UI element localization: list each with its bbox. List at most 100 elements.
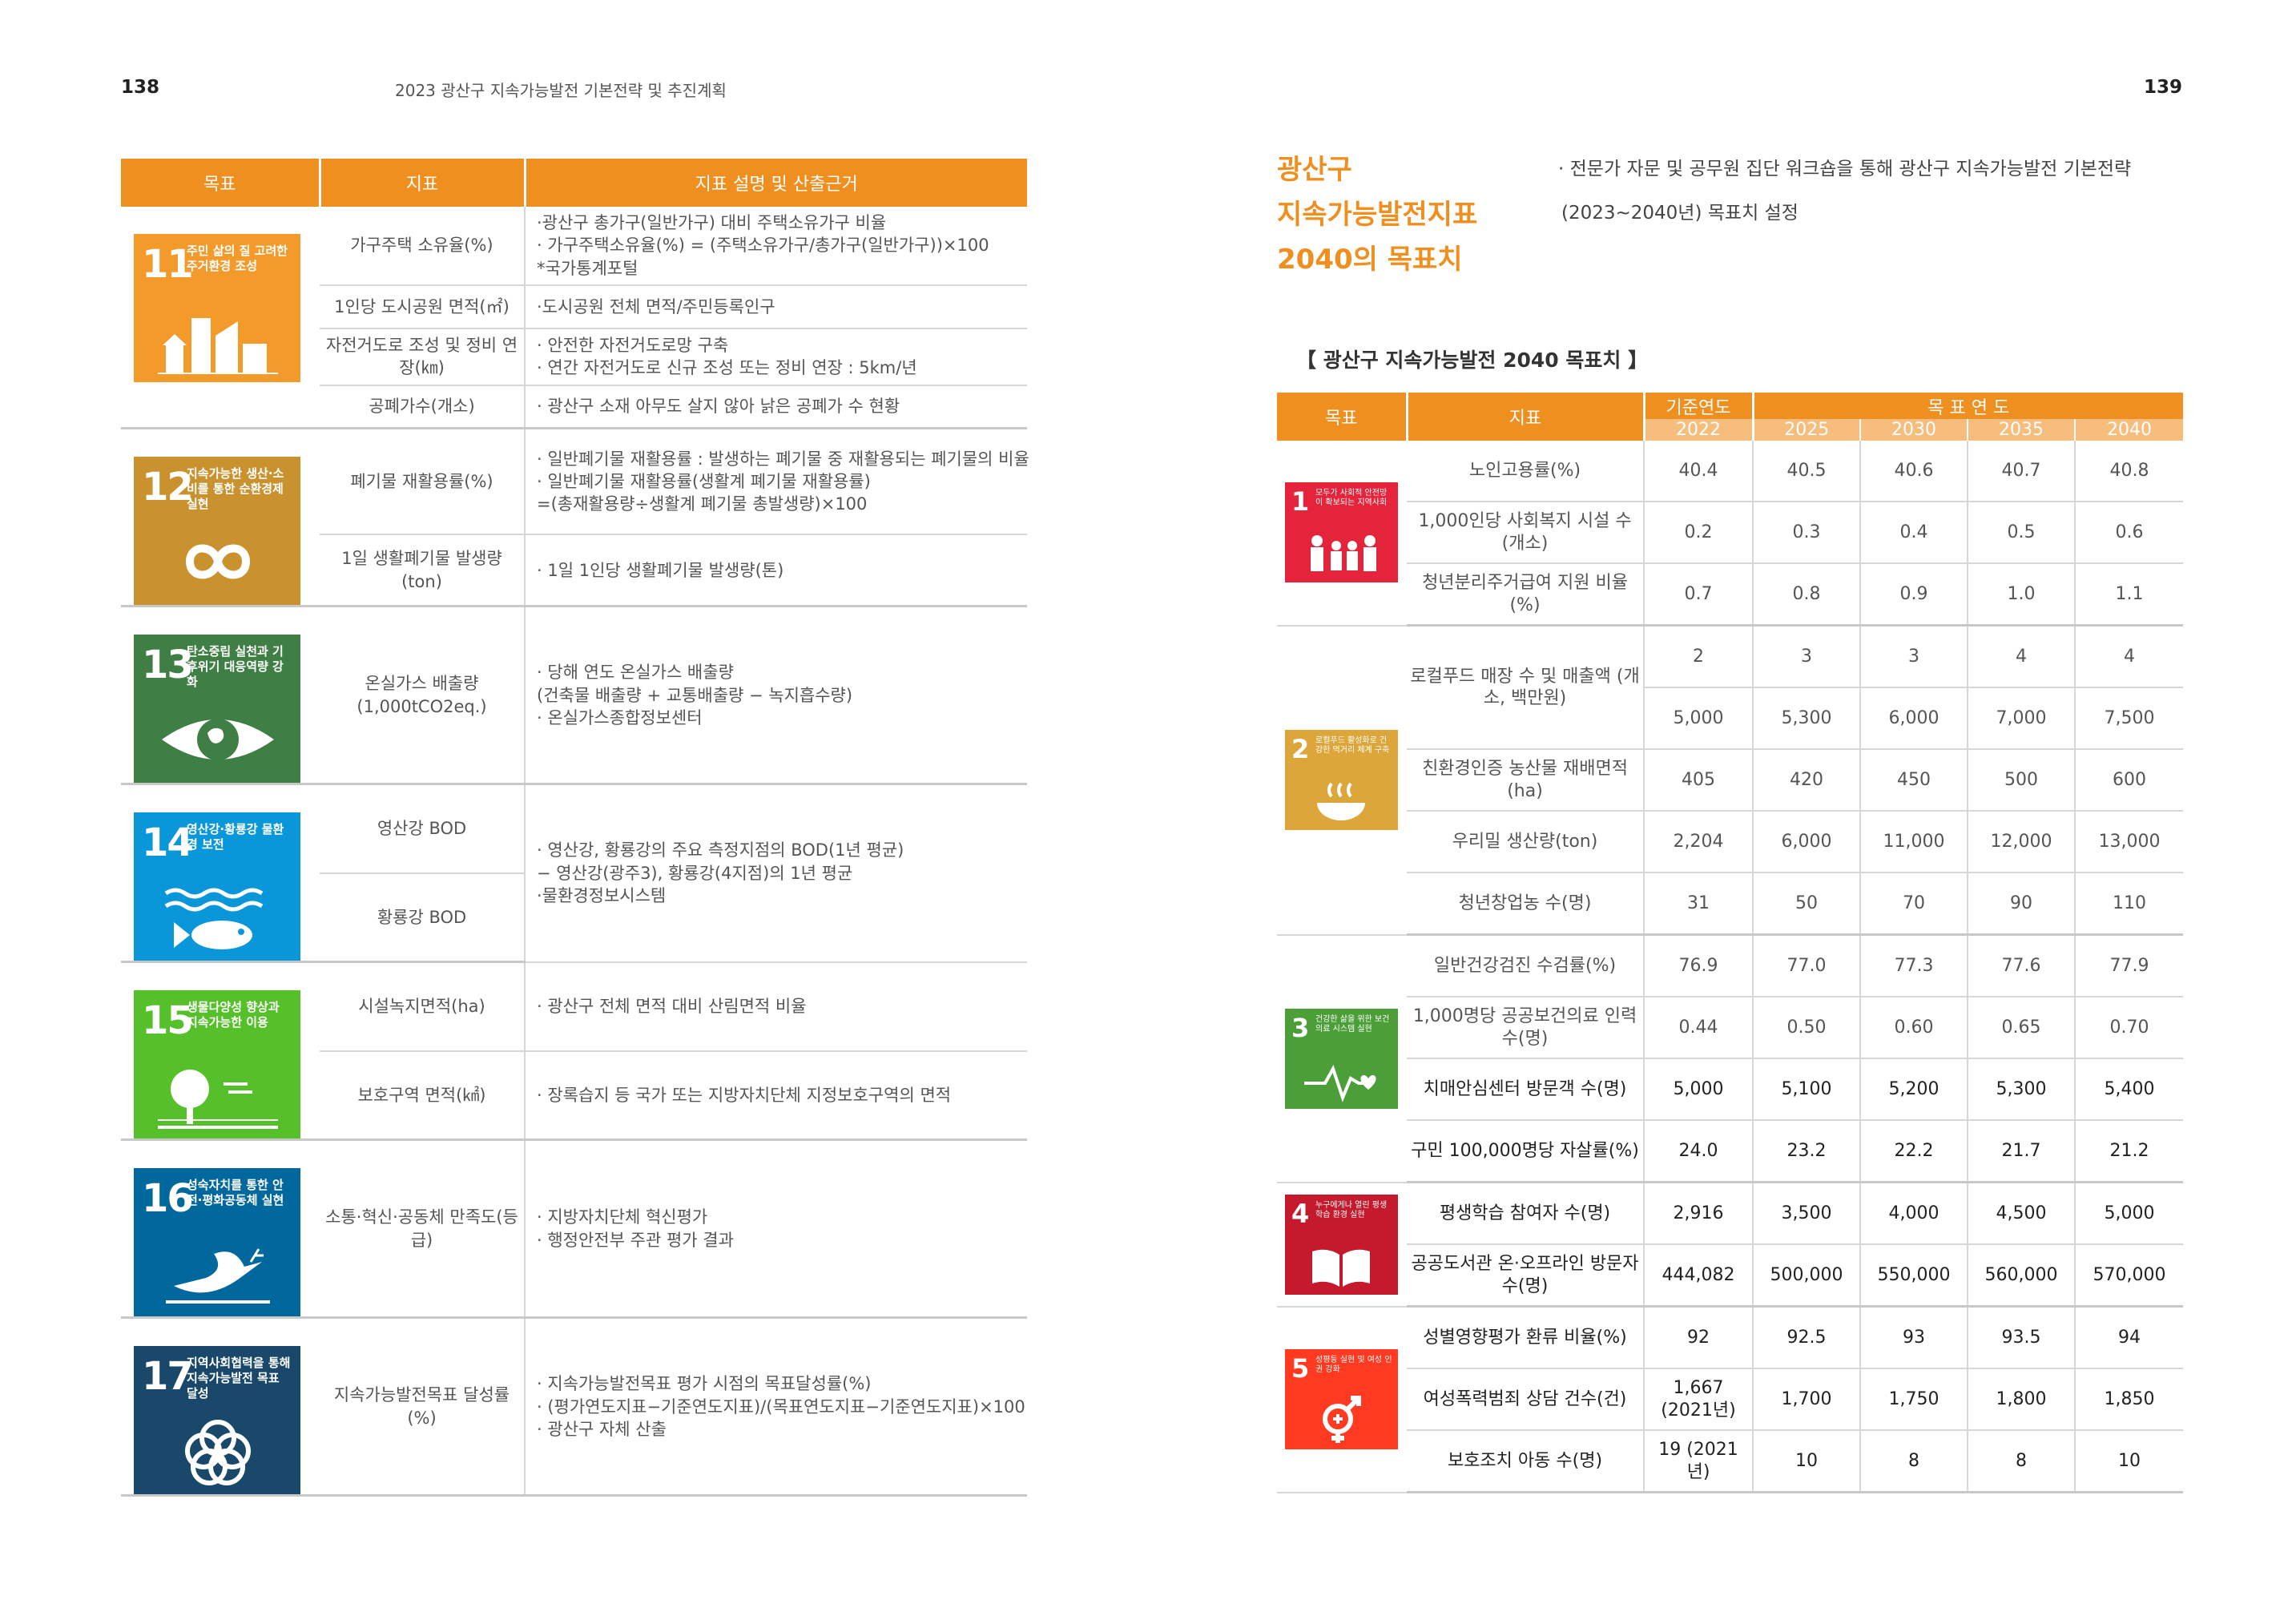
indicator-cell: 1,000인당 사회복지 시설 수(개소) — [1407, 502, 1645, 564]
indicator-cell: 치매안심센터 방문객 수(명) — [1407, 1058, 1645, 1121]
goal-cell: 5 성평등 실현 및 여성 인권 강화 — [1277, 1306, 1407, 1493]
value-cell: 40.7 — [1968, 441, 2076, 502]
value-cell: 3,500 — [1753, 1182, 1861, 1245]
value-cell: 1,850 — [2075, 1368, 2184, 1431]
value-cell: 0.70 — [2075, 997, 2184, 1059]
description-line: =(총재활용량÷생활계 폐기물 총발생량)×100 — [537, 494, 868, 514]
header-indicator: 지표 — [320, 159, 526, 207]
description-line: · 1일 1인당 생활폐기물 발생량(톤) — [537, 560, 784, 580]
description-cell: · 지방자치단체 혁신평가 · 행정안전부 주관 평가 결과 — [525, 1139, 1027, 1320]
value-cell: 21.2 — [2075, 1120, 2184, 1183]
value-cell: 12,000 — [1968, 811, 2076, 873]
value-cell: 420 — [1753, 749, 1861, 812]
heartbeat-icon — [1304, 1064, 1376, 1102]
value-cell: 4,500 — [1968, 1182, 2076, 1245]
indicator-cell: 청년창업농 수(명) — [1407, 872, 1645, 936]
table-row: 2 로컬푸드 활성화로 건강한 먹거리 체계 구축 로컬푸드 매장 수 및 매출액 … — [1277, 625, 2184, 936]
value-cell: 5,200 — [1860, 1058, 1968, 1121]
indicator-cell: 지속가능발전목표 달성률(%) — [320, 1317, 526, 1497]
value-cell: 0.60 — [1860, 997, 1968, 1059]
value-cell: 110 — [2075, 872, 2184, 936]
table-row: 황룡강 BOD — [121, 872, 1027, 964]
value-cell: 90 — [1968, 872, 2076, 936]
year-label: 2022 — [1644, 419, 1754, 441]
description-line: · 지속가능발전목표 평가 시점의 목표달성률(%) — [537, 1374, 872, 1394]
description-line: · 지방자치단체 혁신평가 — [537, 1207, 708, 1227]
value-cell: 0.6 — [2075, 502, 2184, 564]
value-cell: 7,000 — [1968, 687, 2076, 750]
header-base-year: 기준연도 — [1644, 393, 1754, 419]
value-cell: 24.0 — [1644, 1120, 1754, 1183]
bowl-icon — [1317, 782, 1365, 820]
flower-icon — [185, 1420, 251, 1486]
description-cell: · 광산구 전체 면적 대비 산림면적 비율 — [525, 961, 1027, 1052]
indicator-cell: 영산강 BOD — [320, 784, 526, 874]
sdg-goal-2-badge: 2 로컬푸드 활성화로 건강한 먹거리 체계 구축 — [1285, 730, 1398, 830]
year-label: 2030 — [1860, 419, 1968, 441]
value-cell: 1,667 (2021년) — [1644, 1368, 1754, 1431]
indicator-cell: 공폐가수(개소) — [320, 385, 526, 430]
goal-cell: 4 누구에게나 열린 평생학습 환경 실현 — [1277, 1182, 1407, 1308]
indicator-cell: 구민 100,000명당 자살률(%) — [1407, 1120, 1645, 1183]
goal-cell: 3 건강한 삶을 위한 보건의료 시스템 실현 — [1277, 934, 1407, 1183]
goal-title: 누구에게나 열린 평생학습 환경 실현 — [1315, 1200, 1388, 1219]
goal-cell: 11 주민 삶의 질 고려한 주거환경 조성 — [121, 207, 320, 430]
value-cell: 570,000 — [2075, 1244, 2184, 1308]
header-description: 지표 설명 및 산출근거 — [525, 159, 1027, 207]
value-cell: 0.4 — [1860, 502, 1968, 564]
sdg-goal-1-badge: 1 모두가 사회적 안전망이 확보되는 지역사회 — [1285, 482, 1398, 583]
value-cell: 22.2 — [1860, 1120, 1968, 1183]
table-row: 12 지속가능한 생산·소비를 통한 순환경제 실현 폐기물 재활용률(%) · 일반… — [121, 428, 1029, 608]
table-row: 1,000명당 공공보건의료 인력 수(명) 0.44 0.50 0.60 0.65 0.… — [1277, 997, 2184, 1059]
table-row: 1인당 도시공원 면적(㎡) ·도시공원 전체 면적/주민등록인구 — [121, 285, 1027, 330]
value-cell: 8 — [1968, 1430, 2076, 1493]
goal-title: 성숙자치를 통한 안전·평화공동체 실현 — [187, 1178, 284, 1207]
table-row: 여성폭력범죄 상담 건수(건) 1,667 (2021년) 1,700 1,750 1,… — [1277, 1368, 2184, 1431]
value-cell: 40.8 — [2075, 441, 2184, 502]
value-cell: 31 — [1644, 872, 1754, 936]
value-cell: 500 — [1968, 749, 2076, 812]
indicator-cell: 친환경인증 농산물 재배면적(ha) — [1407, 749, 1645, 812]
goal-title: 생물다양성 향상과 지속가능한 이용 — [187, 1000, 280, 1030]
description-cell: ·광산구 총가구(일반가구) 대비 주택소유가구 비율 · 가구주택소유율(%) … — [525, 207, 1027, 287]
table-row: 3 건강한 삶을 위한 보건의료 시스템 실현 일반건강검진 수검률(%) 76.9 7… — [1277, 934, 2184, 1183]
gender-icon — [1323, 1396, 1361, 1443]
table-row: 자전거도로 조성 및 정비 연장(㎞) · 안전한 자전거도로망 구축 · 연간 자… — [121, 328, 1027, 386]
sdg-goal-5-badge: 5 성평등 실현 및 여성 인권 강화 — [1285, 1349, 1398, 1449]
indicator-cell: 청년분리주거급여 지원 비율(%) — [1407, 563, 1645, 627]
value-cell: 77.9 — [2075, 934, 2184, 997]
dove-icon — [166, 1248, 270, 1304]
goal-title: 로컬푸드 활성화로 건강한 먹거리 체계 구축 — [1315, 736, 1390, 755]
description-line: · 광산구 전체 면적 대비 산림면적 비율 — [537, 997, 807, 1017]
value-cell: 40.4 — [1644, 441, 1754, 502]
indicator-cell: 소통·혁신·공동체 만족도(등급) — [320, 1139, 526, 1320]
goal-title: 탄소중립 실천과 기후위기 대응역량 강화 — [187, 644, 284, 689]
description-line: (건축물 배출량 + 교통배출량 − 녹지흡수량) — [537, 685, 853, 705]
description-cell: · 일반폐기물 재활용률 : 발생하는 폐기물 중 재활용되는 폐기물의 비율 ·… — [525, 428, 1029, 536]
description-cell: · 광산구 소재 아무도 살지 않아 낡은 공폐가 수 현황 — [525, 385, 1027, 430]
sdg-goal-16-badge: 16 성숙자치를 통한 안전·평화공동체 실현 — [134, 1168, 300, 1317]
goal-number: 15 — [142, 998, 194, 1044]
value-cell: 6,000 — [1753, 811, 1861, 873]
table-row: 구민 100,000명당 자살률(%) 24.0 23.2 22.2 21.7 21.2 — [1277, 1120, 2184, 1183]
description-line: · 당해 연도 온실가스 배출량 — [537, 663, 734, 683]
section-note: · 전문가 자문 및 공무원 집단 워크숍을 통해 광산구 지속가능발전 기본전… — [1558, 147, 2131, 236]
table-row: 우리밀 생산량(ton) 2,204 6,000 11,000 12,000 13,000 — [1277, 811, 2184, 873]
value-cell: 40.5 — [1753, 441, 1861, 502]
value-cell: 1,750 — [1860, 1368, 1968, 1431]
indicator-cell: 보호구역 면적(㎢) — [320, 1050, 526, 1142]
value-cell: 5,100 — [1753, 1058, 1861, 1121]
goal-cell: 1 모두가 사회적 안전망이 확보되는 지역사회 — [1277, 441, 1407, 627]
goal-title: 모두가 사회적 안전망이 확보되는 지역사회 — [1315, 489, 1388, 508]
indicator-cell: 공공도서관 온·오프라인 방문자 수(명) — [1407, 1244, 1645, 1308]
year-label: 2025 — [1753, 419, 1861, 441]
value-cell: 0.65 — [1968, 997, 2076, 1059]
table-row: 16 성숙자치를 통한 안전·평화공동체 실현 소통·혁신·공동체 만족도(등급) ·… — [121, 1139, 1027, 1320]
table-row: 1일 생활폐기물 발생량(ton) · 1일 1인당 생활폐기물 발생량(톤) — [121, 534, 1027, 608]
indicator-cell: 온실가스 배출량(1,000tCO2eq.) — [320, 606, 526, 786]
value-cell: 77.0 — [1753, 934, 1861, 997]
table-row: 친환경인증 농산물 재배면적(ha) 405 420 450 500 600 — [1277, 749, 2184, 812]
description-line: · 장록습지 등 국가 또는 지방자치단체 지정보호구역의 면적 — [537, 1085, 952, 1105]
table-title: 【 광산구 지속가능발전 2040 목표치 】 — [1296, 349, 1649, 372]
value-cell: 1,800 — [1968, 1368, 2076, 1431]
